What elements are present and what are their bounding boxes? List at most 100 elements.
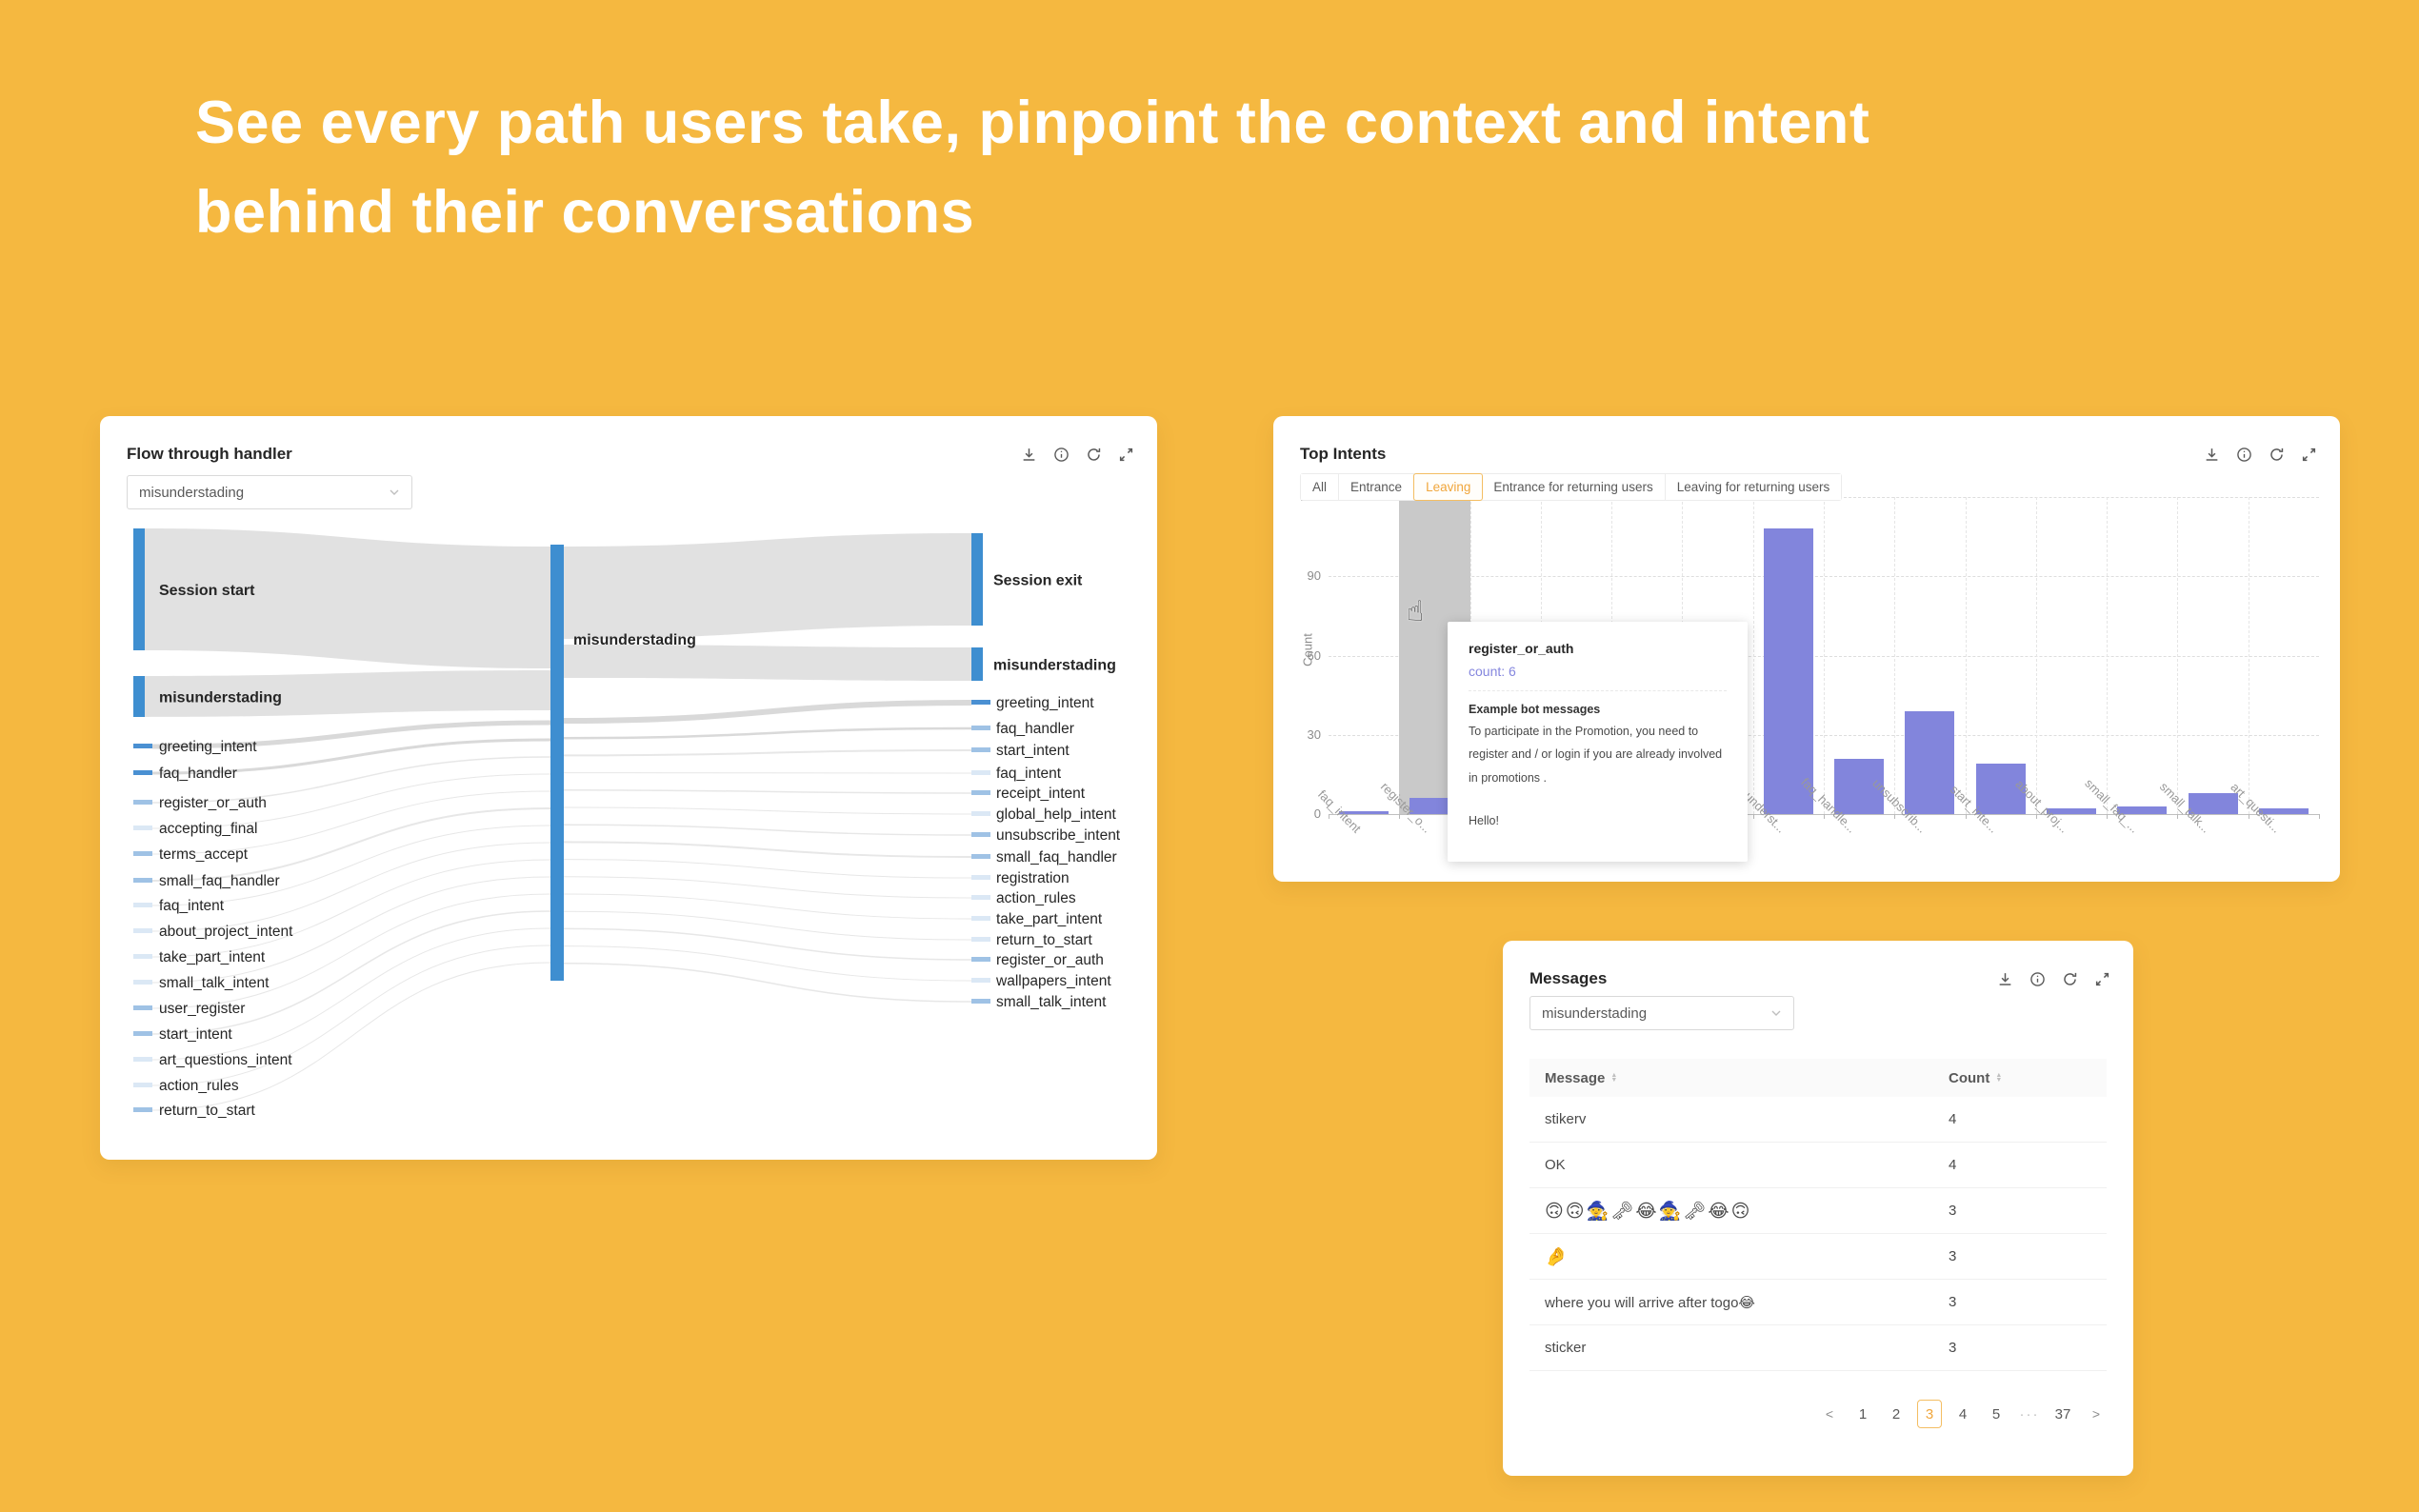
sankey-node[interactable]	[971, 747, 990, 752]
info-icon[interactable]	[1053, 447, 1070, 463]
table-row[interactable]: where you will arrive after togo😂 3	[1529, 1280, 2107, 1325]
sankey-node[interactable]	[133, 826, 152, 830]
messages-table-header: Message ▲ ▼ Count ▲ ▼	[1529, 1059, 2107, 1097]
page-37-button[interactable]: 37	[2054, 1405, 2071, 1422]
sankey-node[interactable]	[133, 528, 145, 650]
cursor-hand-icon: ☝	[1407, 596, 1425, 627]
expand-icon[interactable]	[1118, 447, 1134, 463]
x-axis-tick	[2319, 814, 2320, 819]
page-1-button[interactable]: 1	[1858, 1405, 1868, 1422]
sankey-node[interactable]	[133, 954, 152, 959]
sankey-node[interactable]	[133, 676, 145, 717]
gridline	[1824, 497, 1825, 814]
bar-art_questi[interactable]	[2258, 808, 2309, 814]
info-icon[interactable]	[2029, 971, 2046, 987]
next-page-button[interactable]: >	[2091, 1406, 2101, 1422]
sankey-node[interactable]	[133, 1107, 152, 1112]
x-axis-tick	[1399, 814, 1401, 819]
sankey-node[interactable]	[971, 533, 983, 626]
sankey-node[interactable]	[133, 1057, 152, 1062]
bar-register_o[interactable]	[1409, 798, 1460, 814]
sort-icon[interactable]: ▲ ▼	[1995, 1072, 2003, 1084]
page-2-button[interactable]: 2	[1891, 1405, 1901, 1422]
sankey-node[interactable]	[133, 928, 152, 933]
bar-about_proj[interactable]	[2047, 808, 2096, 814]
expand-icon[interactable]	[2094, 971, 2110, 987]
download-icon[interactable]	[2204, 447, 2220, 463]
table-row[interactable]: stikerv 4	[1529, 1097, 2107, 1143]
page-4-button[interactable]: 4	[1958, 1405, 1968, 1422]
tab-leaving[interactable]: Leaving	[1413, 473, 1484, 501]
x-axis-tick	[1752, 814, 1754, 819]
bar-small_faq_[interactable]	[2117, 806, 2168, 814]
table-row[interactable]: sticker 3	[1529, 1325, 2107, 1371]
sankey-node[interactable]	[971, 999, 990, 1004]
headline-line2: behind their conversations	[195, 179, 975, 246]
sankey-node[interactable]	[133, 980, 152, 985]
sankey-node[interactable]	[971, 978, 990, 983]
sankey-node[interactable]	[133, 878, 152, 883]
x-axis-tick	[1894, 814, 1896, 819]
sankey-node[interactable]	[971, 832, 990, 837]
table-row[interactable]: 🤌 3	[1529, 1234, 2107, 1280]
sankey-node[interactable]	[971, 790, 990, 795]
sankey-node[interactable]	[971, 770, 990, 775]
bar-misunderst[interactable]	[1763, 528, 1813, 814]
sankey-node[interactable]	[971, 957, 990, 962]
info-icon[interactable]	[2236, 447, 2252, 463]
bar-start_inte[interactable]	[1975, 764, 2026, 814]
sankey-node[interactable]	[133, 851, 152, 856]
bar-faq_intent[interactable]	[1339, 811, 1389, 814]
handler-filter-select[interactable]: misunderstading	[127, 475, 412, 509]
sankey-node[interactable]	[133, 1031, 152, 1036]
chevron-down-icon	[1770, 1007, 1782, 1019]
sankey-node-label: terms_accept	[159, 846, 249, 863]
messages-card-toolbar	[1997, 971, 2110, 987]
sankey-node[interactable]	[133, 903, 152, 907]
pagination-ellipsis[interactable]: ···	[2019, 1405, 2040, 1422]
table-row[interactable]: 🙃🙃🧙🗝😂🧙🗝😂🙃 3	[1529, 1188, 2107, 1234]
tab-entrance-for-returning-users[interactable]: Entrance for returning users	[1482, 474, 1666, 500]
sankey-node[interactable]	[971, 726, 990, 730]
sankey-flow-diagram[interactable]: Session start misunderstading misunderstad…	[100, 416, 1157, 1160]
messages-filter-select[interactable]: misunderstading	[1529, 996, 1794, 1030]
sankey-node[interactable]	[971, 916, 990, 921]
sankey-middle-label: misunderstading	[573, 632, 696, 648]
sankey-node[interactable]	[971, 937, 990, 942]
download-icon[interactable]	[1997, 971, 2013, 987]
page-3-button[interactable]: 3	[1917, 1400, 1942, 1428]
expand-icon[interactable]	[2301, 447, 2317, 463]
sankey-node[interactable]	[133, 1083, 152, 1087]
gridline	[1894, 497, 1896, 814]
previous-page-button[interactable]: <	[1825, 1406, 1834, 1422]
reload-icon[interactable]	[2062, 971, 2078, 987]
tab-entrance[interactable]: Entrance	[1339, 474, 1415, 500]
download-icon[interactable]	[1021, 447, 1037, 463]
sankey-node[interactable]	[971, 854, 990, 859]
sankey-node[interactable]	[133, 1005, 152, 1010]
tab-all[interactable]: All	[1301, 474, 1340, 500]
sankey-node[interactable]	[971, 895, 990, 900]
sankey-node[interactable]	[133, 744, 152, 748]
tab-leaving-for-returning-users[interactable]: Leaving for returning users	[1665, 474, 1842, 500]
bar-small_talk[interactable]	[2188, 792, 2238, 814]
table-row[interactable]: OK 4	[1529, 1143, 2107, 1188]
sankey-node[interactable]	[971, 647, 983, 681]
reload-icon[interactable]	[1086, 447, 1102, 463]
sankey-node[interactable]	[133, 770, 152, 775]
bar-faq_handle[interactable]	[1834, 758, 1885, 814]
message-cell: OK	[1545, 1157, 1566, 1173]
sort-icon[interactable]: ▲ ▼	[1610, 1072, 1618, 1084]
sankey-node-label: wallpapers_intent	[995, 973, 1111, 989]
sankey-middle-node[interactable]	[550, 545, 564, 981]
page-5-button[interactable]: 5	[1991, 1405, 2001, 1422]
count-cell: 3	[1949, 1340, 1957, 1356]
sankey-node[interactable]	[971, 811, 990, 816]
sankey-node[interactable]	[971, 875, 990, 880]
reload-icon[interactable]	[2269, 447, 2285, 463]
gridline	[2107, 497, 2109, 814]
sankey-node[interactable]	[133, 800, 152, 805]
y-tick-label: 90	[1307, 568, 1321, 584]
bar-unsubscrib[interactable]	[1905, 710, 1955, 814]
sankey-node[interactable]	[971, 700, 990, 705]
